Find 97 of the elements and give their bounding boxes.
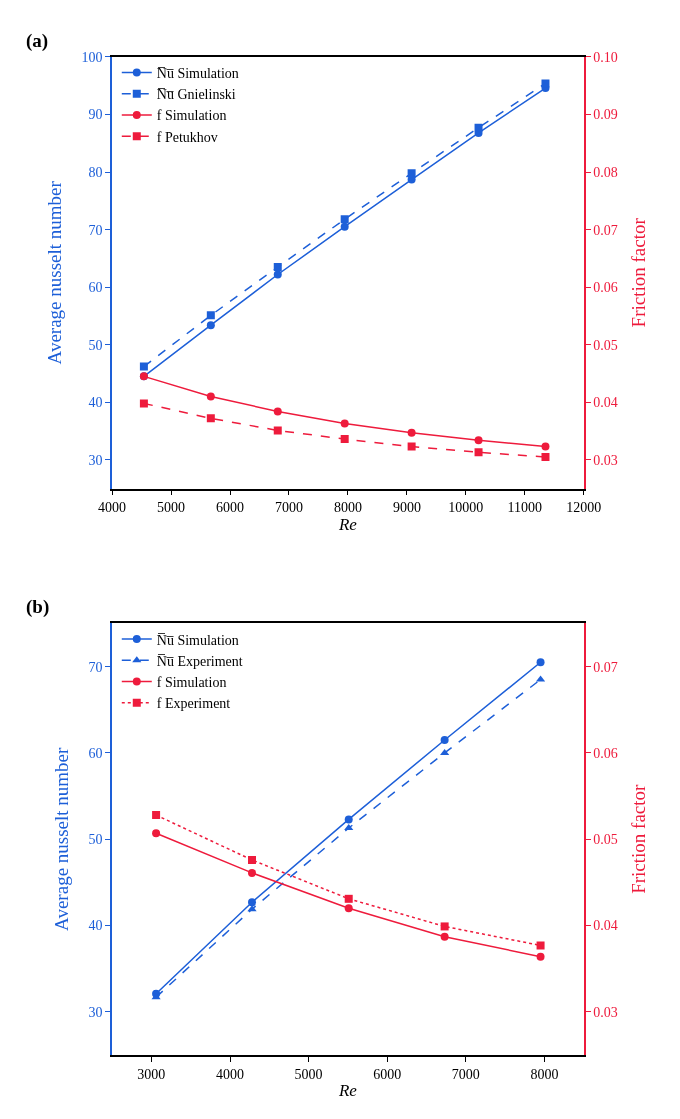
- x-axis-title: Re: [337, 515, 358, 535]
- y2-tick-label: 0.10: [593, 49, 618, 65]
- y2-tick-label: 0.04: [593, 395, 618, 411]
- y-tick-label: 60: [88, 745, 103, 761]
- y2-tick-label: 0.07: [593, 222, 618, 238]
- point: [407, 442, 416, 451]
- x-tick-label: 7000: [451, 1066, 480, 1082]
- y-axis-title: Average nusselt number: [43, 180, 65, 365]
- y-tick-label: 30: [88, 452, 103, 468]
- legend-label: N̅u̅ Experiment: [156, 653, 243, 669]
- point: [474, 448, 483, 457]
- y-tick-label: 30: [88, 1004, 103, 1020]
- legend-label: f Simulation: [156, 108, 227, 124]
- point: [340, 222, 349, 231]
- y2-tick-label: 0.06: [593, 745, 618, 761]
- x-tick-label: 6000: [216, 500, 244, 516]
- chart-title: (b): [26, 596, 50, 618]
- y-tick-label: 80: [88, 164, 103, 180]
- point: [206, 311, 215, 320]
- point: [536, 952, 545, 961]
- y-tick-label: 40: [88, 395, 103, 411]
- y-tick-label: 70: [88, 222, 103, 238]
- y-tick-label: 50: [88, 337, 103, 353]
- legend-label: N̅u̅ Simulation: [156, 66, 239, 82]
- point: [206, 321, 215, 330]
- x-tick-label: 3000: [137, 1066, 166, 1082]
- legend-label: f Experiment: [156, 696, 231, 712]
- y-tick-label: 60: [88, 280, 103, 296]
- point: [440, 932, 449, 941]
- y-tick-label: 70: [88, 659, 103, 675]
- chart-title: (a): [26, 30, 49, 52]
- point: [344, 894, 353, 903]
- point: [273, 407, 282, 416]
- y2-axis-title: Friction factor: [628, 783, 650, 894]
- point: [340, 435, 349, 444]
- point: [541, 452, 550, 461]
- legend-label: N̅u̅ Gnielinski: [156, 87, 236, 103]
- point: [139, 399, 148, 408]
- y-tick-label: 50: [88, 832, 103, 848]
- point: [474, 123, 483, 132]
- point: [247, 905, 257, 912]
- y-axis-title: Average nusselt number: [50, 746, 72, 931]
- point: [440, 922, 449, 931]
- point: [407, 428, 416, 437]
- point: [248, 855, 257, 864]
- x-tick-label: 12000: [566, 500, 602, 516]
- point: [273, 263, 282, 272]
- x-tick-label: 7000: [274, 500, 303, 516]
- point: [407, 169, 416, 178]
- y2-tick-label: 0.03: [593, 452, 618, 468]
- point: [340, 215, 349, 224]
- point: [152, 811, 161, 820]
- x-tick-label: 9000: [392, 500, 421, 516]
- y2-tick-label: 0.09: [593, 107, 618, 123]
- point: [273, 426, 282, 435]
- point: [541, 442, 550, 451]
- point: [440, 735, 449, 744]
- point: [340, 419, 349, 428]
- point: [440, 748, 450, 755]
- point: [536, 658, 545, 667]
- point: [273, 270, 282, 279]
- point: [248, 898, 257, 907]
- legend-label: N̅u̅ Simulation: [156, 632, 239, 648]
- x-tick-label: 10000: [448, 500, 484, 516]
- point: [344, 815, 353, 824]
- legend-label: f Petukhov: [156, 129, 218, 145]
- x-tick-label: 5000: [294, 1066, 323, 1082]
- x-axis-title: Re: [337, 1081, 358, 1101]
- x-tick-label: 4000: [216, 1066, 244, 1082]
- point: [206, 392, 215, 401]
- y2-tick-label: 0.05: [593, 832, 618, 848]
- point: [344, 824, 354, 831]
- y2-tick-label: 0.06: [593, 280, 618, 296]
- y2-tick-label: 0.08: [593, 164, 618, 180]
- point: [474, 436, 483, 445]
- point: [344, 904, 353, 913]
- y2-tick-label: 0.05: [593, 337, 618, 353]
- x-tick-label: 8000: [333, 500, 362, 516]
- point: [206, 414, 215, 423]
- point: [152, 829, 161, 838]
- x-tick-label: 5000: [157, 500, 186, 516]
- y2-tick-label: 0.03: [593, 1004, 618, 1020]
- point: [536, 941, 545, 950]
- y2-tick-label: 0.07: [593, 659, 618, 675]
- y2-tick-label: 0.04: [593, 918, 618, 934]
- x-tick-label: 4000: [98, 500, 127, 516]
- y2-axis-title: Friction factor: [628, 217, 650, 328]
- x-tick-label: 6000: [373, 1066, 402, 1082]
- y-tick-label: 100: [81, 49, 103, 65]
- point: [541, 79, 550, 88]
- y-tick-label: 40: [88, 918, 103, 934]
- x-tick-label: 11000: [507, 500, 543, 516]
- point: [139, 362, 148, 371]
- legend-label: f Simulation: [156, 674, 227, 690]
- point: [248, 868, 257, 877]
- y-tick-label: 90: [88, 107, 103, 123]
- x-tick-label: 8000: [530, 1066, 559, 1082]
